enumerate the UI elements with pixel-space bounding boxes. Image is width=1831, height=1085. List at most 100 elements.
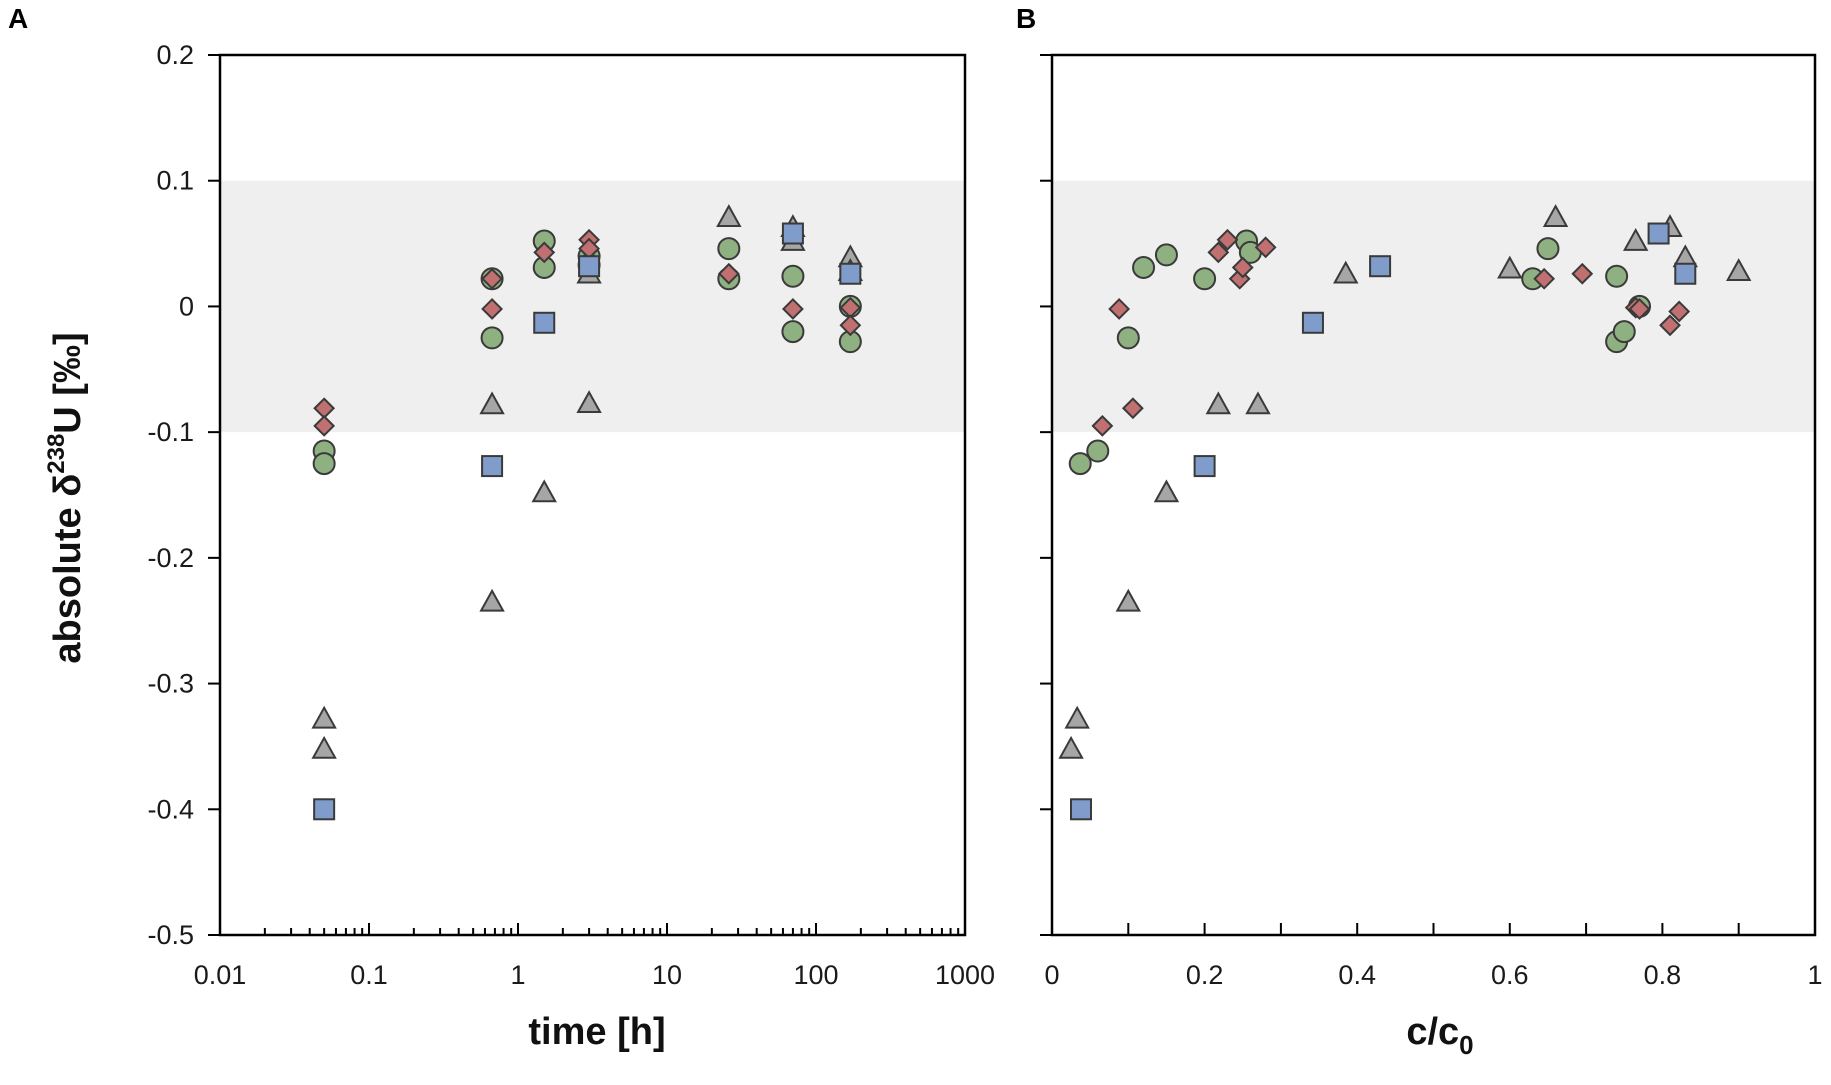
panel-a: A 0.2 0.1 0 -0.1 -0.2 -0.3 -0.4 -0.5 0.01 0.1 1 10…	[8, 3, 995, 1053]
y-tick-label: -0.2	[147, 543, 194, 573]
panel-a-marks	[311, 204, 864, 821]
panel-a-circle-point	[480, 326, 504, 350]
panel-b-triangle-point	[1497, 255, 1523, 279]
panel-a-circle-point	[781, 320, 805, 344]
panel-a-diamond-point	[313, 414, 336, 437]
panel-b-diamond-point	[1121, 397, 1144, 420]
panel-b-triangle-point	[1153, 479, 1180, 503]
panel-b-x-tick-label: 0	[1044, 960, 1059, 990]
panel-a-x-tick-label: 100	[793, 960, 838, 990]
panel-b-triangle-point	[1726, 258, 1752, 282]
panel-a-triangle-point	[576, 390, 602, 414]
panel-b-x-tick-labels: 0 0.2 0.4 0.6 0.8 1	[1044, 960, 1822, 990]
panel-b-x-axis-title-subscript: 0	[1459, 1030, 1473, 1060]
panel-a-diamond-point	[533, 241, 556, 264]
panel-a-diamond-point	[481, 267, 503, 290]
y-axis-title-unit: U [‰]	[47, 332, 89, 433]
panel-b-x-tick-label: 0.4	[1338, 960, 1376, 990]
panel-b-diamond-point	[1216, 228, 1239, 251]
panel-a-square-point	[839, 262, 862, 285]
panel-b-square-point	[1647, 222, 1670, 245]
y-tick-label: 0.2	[156, 40, 194, 70]
y-tick-label: -0.4	[147, 794, 194, 824]
panel-b-circle-point	[1154, 243, 1178, 267]
panel-b-triangle-point	[1245, 391, 1271, 415]
panel-a-frame	[218, 53, 967, 937]
panel-a-letter: A	[8, 3, 28, 34]
panel-b-marks	[1058, 204, 1752, 821]
panel-b-circle-point	[1612, 320, 1636, 344]
panel-b-letter: B	[1016, 3, 1036, 34]
panel-a-diamond-point	[839, 314, 862, 337]
panel-b-diamond-point	[1108, 298, 1131, 320]
panel-b-square-point	[1193, 455, 1216, 478]
panel-a-square-point	[313, 798, 336, 821]
panel-a-square-point	[781, 222, 804, 245]
panel-a-square-point	[578, 255, 601, 278]
y-tick-label: -0.1	[147, 417, 194, 447]
panel-b-diamond-point	[1659, 314, 1681, 337]
panel-b-diamond-point	[1231, 256, 1254, 279]
panel-b-diamond-point	[1668, 300, 1691, 323]
panel-a-x-tick-label: 0.1	[350, 960, 388, 990]
panel-b-triangle-point	[1058, 735, 1084, 759]
panel-a-x-tick-label: 10	[652, 960, 682, 990]
y-axis-title-superscript: 238	[43, 434, 70, 474]
panel-a-diamond-point	[782, 298, 804, 320]
panel-a-x-axis-title: time [h]	[528, 1011, 665, 1053]
y-axis-title-main: absolute δ	[47, 474, 89, 664]
panel-b-x-axis-title-main: c/c	[1406, 1011, 1459, 1053]
panel-b-square-point	[1674, 262, 1697, 285]
panel-b-x-tick-label: 0.2	[1186, 960, 1224, 990]
panel-b-square-point	[1069, 798, 1092, 821]
panel-a-triangle-point	[311, 705, 337, 729]
panel-b-square-point	[1369, 255, 1392, 278]
panel-a-square-point	[481, 455, 504, 478]
panel-b-x-tick-label: 1	[1807, 960, 1822, 990]
y-tick-label: 0.1	[156, 166, 194, 196]
panel-a-square-point	[533, 311, 556, 334]
panel-b-square-point	[1301, 311, 1324, 334]
panel-b-diamond-point	[1571, 262, 1594, 285]
panel-a-diamond-point	[481, 298, 503, 320]
panel-b-frame	[1050, 53, 1817, 937]
panel-b-x-axis-title: c/c0	[1406, 1011, 1473, 1060]
panel-b-circle-point	[1086, 439, 1110, 463]
panel-a-x-tick-labels: 0.01 0.1 1 10 100 1000	[194, 960, 995, 990]
panel-b-circle-point	[1132, 255, 1156, 279]
y-tick-label: -0.5	[147, 920, 194, 950]
panel-a-circle-point	[717, 237, 741, 261]
panel-b-circle-point	[1193, 267, 1217, 291]
panel-a-triangle-point	[311, 735, 337, 759]
panel-a-circle-point	[312, 452, 336, 476]
panel-b-band	[1052, 180, 1815, 433]
panel-b-diamond-point	[1533, 267, 1556, 290]
panel-b-diamond-point	[1628, 298, 1651, 320]
panel-a-x-tick-label: 1	[510, 960, 525, 990]
panel-a-x-tick-label: 0.01	[194, 960, 247, 990]
panel-b-circle-point	[1116, 326, 1140, 350]
panel-a-triangle-point	[716, 204, 742, 227]
panel-a-x-tick-label: 1000	[935, 960, 995, 990]
y-tick-label: 0	[179, 291, 194, 321]
panel-b-triangle-point	[1115, 588, 1141, 612]
panel-a-triangle-point	[479, 588, 505, 612]
panel-b-circle-point	[1536, 237, 1560, 261]
panel-b-x-tick-label: 0.8	[1644, 960, 1682, 990]
panel-b-diamond-point	[1254, 236, 1277, 259]
panel-b-circle-point	[1068, 452, 1092, 476]
panel-b-triangle-point	[1333, 260, 1359, 284]
panel-b-triangle-point	[1622, 227, 1649, 251]
panel-b-triangle-point	[1542, 204, 1569, 227]
panel-a-circle-point	[781, 264, 805, 288]
panel-b-circle-point	[1605, 264, 1629, 288]
panel-a-triangle-point	[531, 479, 557, 503]
panel-b-ticks	[1040, 54, 1816, 936]
panel-b: B 0 0.2 0.4 0.6 0.8 1 c/c0	[1016, 3, 1823, 1060]
panel-b-diamond-point	[1207, 241, 1230, 264]
panel-a-triangle-point	[479, 391, 505, 415]
y-tick-labels: 0.2 0.1 0 -0.1 -0.2 -0.3 -0.4 -0.5	[147, 40, 194, 950]
panel-b-triangle-point	[1205, 391, 1232, 415]
y-tick-label: -0.3	[147, 669, 194, 699]
